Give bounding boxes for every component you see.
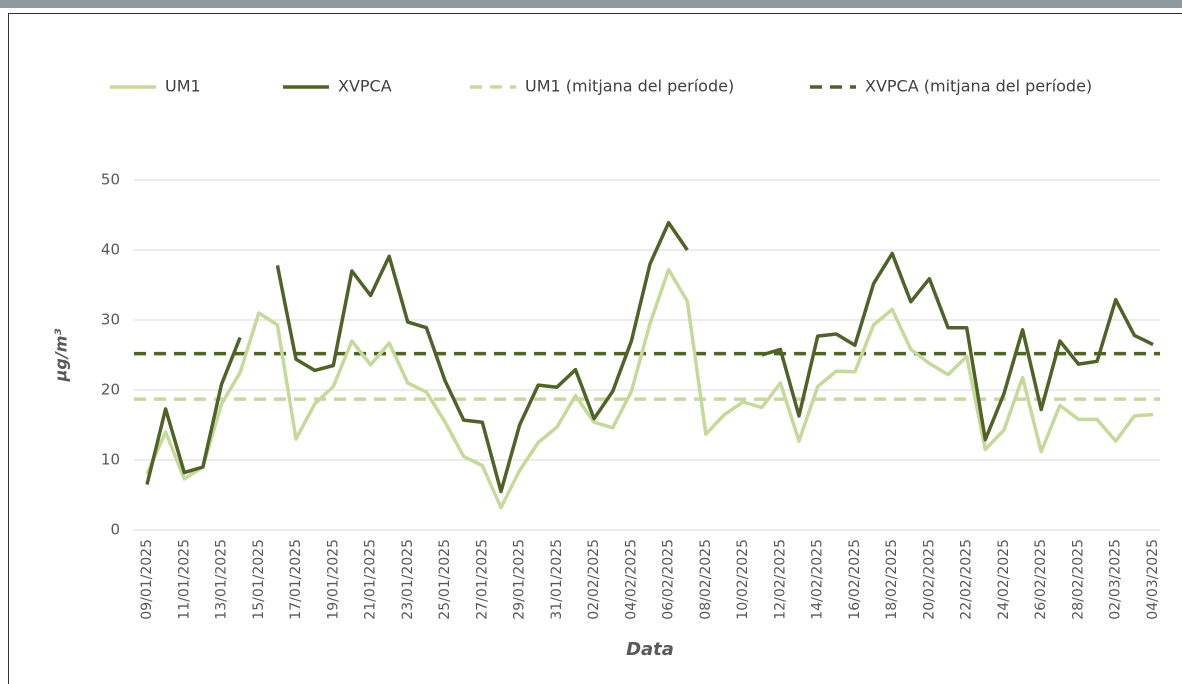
legend-label: XVPCA <box>338 77 392 96</box>
x-tick-label: 26/02/2025 <box>1033 539 1049 620</box>
x-tick-label: 13/01/2025 <box>214 539 230 620</box>
x-tick-label: 10/02/2025 <box>735 539 751 620</box>
x-tick-label: 12/02/2025 <box>772 539 788 620</box>
x-tick-label: 04/02/2025 <box>623 539 639 620</box>
x-tick-label: 27/01/2025 <box>474 539 490 620</box>
x-tick-label: 08/02/2025 <box>698 539 714 620</box>
x-tick-label: 31/01/2025 <box>549 539 565 620</box>
x-tick-label: 09/01/2025 <box>139 539 155 620</box>
x-tick-label: 20/02/2025 <box>921 539 937 620</box>
x-tick-label: 21/01/2025 <box>363 539 379 620</box>
y-tick-label: 40 <box>101 241 120 259</box>
y-tick-label: 30 <box>101 311 120 329</box>
x-tick-label: 04/03/2025 <box>1145 539 1161 620</box>
x-tick-label: 11/01/2025 <box>176 539 192 620</box>
x-tick-label: 19/01/2025 <box>325 539 341 620</box>
x-tick-label: 23/01/2025 <box>400 539 416 620</box>
legend-label: UM1 (mitjana del període) <box>525 77 734 96</box>
y-tick-label: 10 <box>101 451 120 469</box>
x-tick-label: 22/02/2025 <box>959 539 975 620</box>
top-bar <box>0 0 1182 8</box>
x-tick-label: 06/02/2025 <box>661 539 677 620</box>
legend-label: UM1 <box>165 77 201 96</box>
x-tick-label: 25/01/2025 <box>437 539 453 620</box>
x-tick-label: 28/02/2025 <box>1070 539 1086 620</box>
x-tick-label: 15/01/2025 <box>251 539 267 620</box>
series-line <box>145 220 1154 494</box>
x-tick-label: 02/02/2025 <box>586 539 602 620</box>
y-tick-label: 0 <box>110 521 120 539</box>
chart-frame <box>8 13 1182 684</box>
x-tick-label: 16/02/2025 <box>847 539 863 620</box>
x-tick-label: 14/02/2025 <box>810 539 826 620</box>
y-tick-label: 50 <box>101 171 120 189</box>
legend-label: XVPCA (mitjana del període) <box>865 77 1092 96</box>
series-line <box>145 267 1154 510</box>
y-tick-label: 20 <box>101 381 120 399</box>
x-tick-label: 24/02/2025 <box>996 539 1012 620</box>
x-tick-label: 29/01/2025 <box>512 539 528 620</box>
x-tick-label: 17/01/2025 <box>288 539 304 620</box>
x-tick-label: 02/03/2025 <box>1108 539 1124 620</box>
y-axis-label: µg/m³ <box>52 329 71 383</box>
x-axis-label: Data <box>626 639 674 660</box>
x-tick-label: 18/02/2025 <box>884 539 900 620</box>
